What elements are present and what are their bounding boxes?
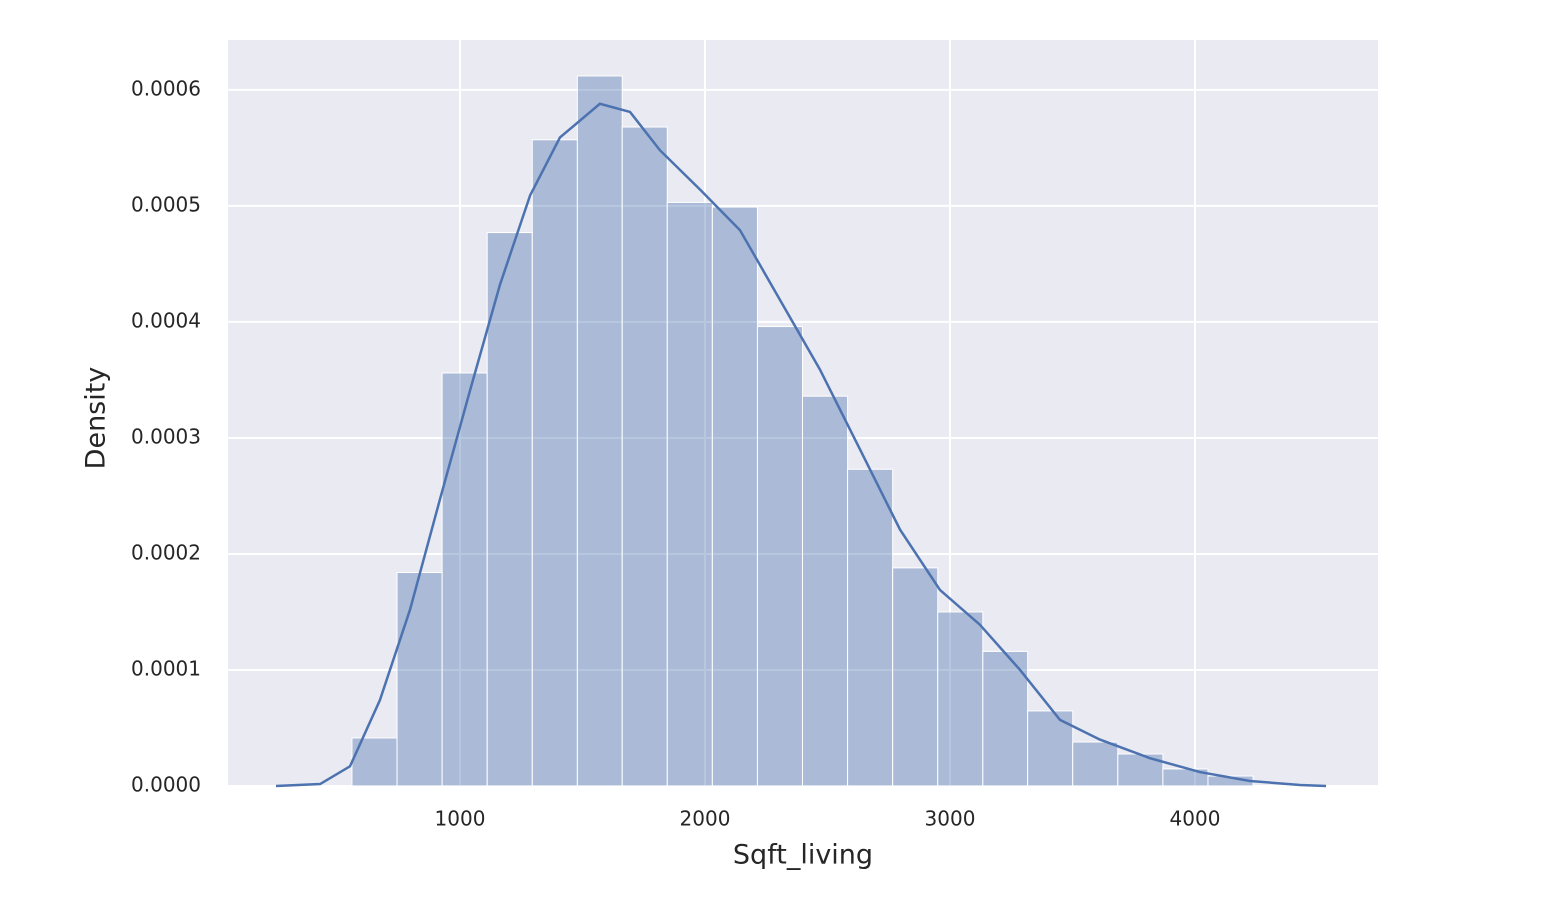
bar xyxy=(396,572,443,787)
bar xyxy=(531,139,578,787)
bar xyxy=(756,326,804,787)
y-axis-label: Density xyxy=(81,367,112,470)
bars xyxy=(351,75,1254,787)
bar xyxy=(937,611,984,787)
bar xyxy=(441,372,488,787)
bar xyxy=(666,201,713,787)
x-axis-label: Sqft_living xyxy=(733,840,873,871)
y-tick-label: 0.0001 xyxy=(131,656,201,680)
bar xyxy=(576,75,623,787)
x-tick-label: 1000 xyxy=(435,807,486,831)
y-tick-label: 0.0004 xyxy=(131,308,201,332)
bar xyxy=(847,468,894,787)
bar xyxy=(892,567,939,787)
bar xyxy=(1072,741,1119,787)
y-tick-label: 0.0000 xyxy=(131,773,201,797)
y-tick-label: 0.0005 xyxy=(131,192,201,216)
bar xyxy=(802,395,849,787)
x-tick-label: 4000 xyxy=(1170,807,1221,831)
x-tick-label: 2000 xyxy=(680,807,731,831)
y-tick-label: 0.0002 xyxy=(131,540,201,564)
marks xyxy=(275,102,1327,788)
bar xyxy=(621,126,668,787)
kde-line xyxy=(275,102,1327,788)
y-tick-label: 0.0006 xyxy=(131,76,201,100)
bar xyxy=(982,650,1029,787)
bar xyxy=(711,206,758,787)
x-tick-label: 3000 xyxy=(925,807,976,831)
bar xyxy=(486,232,533,787)
y-tick-label: 0.0003 xyxy=(131,424,201,448)
